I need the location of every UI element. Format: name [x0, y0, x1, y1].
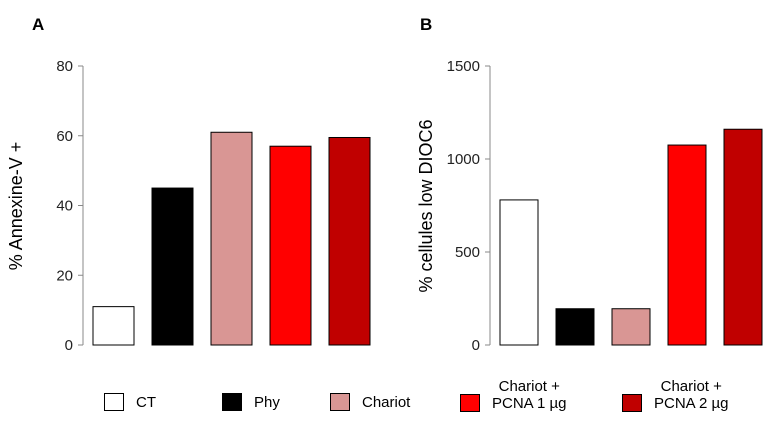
- panel-label-b: B: [420, 15, 433, 34]
- bar-b-3: [611, 308, 651, 346]
- legend-swatch-pcna-2: [622, 393, 642, 412]
- legend-label-phy: Phy: [254, 393, 280, 411]
- bar-a-3: [210, 131, 253, 346]
- y-tick-label-b: 1500: [447, 58, 480, 75]
- legend-item-pcna-2: Chariot + PCNA 2 µg: [622, 378, 729, 412]
- y-tick-label-b: 1000: [447, 151, 480, 168]
- legend-label-pcna-2-line2: PCNA 2 µg: [654, 395, 729, 412]
- panel-label-a: A: [32, 15, 45, 34]
- y-tick-label-a: 0: [65, 337, 73, 354]
- y-axis-label-a: % Annexine-V +: [6, 142, 26, 271]
- bar-b-2: [555, 308, 595, 346]
- y-tick-label-a: 60: [56, 128, 73, 145]
- bar-b-1: [499, 199, 539, 346]
- legend-item-chariot: Chariot: [330, 393, 410, 411]
- legend-label-chariot: Chariot: [362, 393, 411, 411]
- legend-label-pcna-1-line1: Chariot +: [498, 378, 560, 395]
- legend-swatch-ct: [104, 393, 124, 411]
- legend-swatch-pcna-1: [460, 393, 480, 412]
- y-tick-label-a: 20: [56, 267, 73, 284]
- y-tick-label-a: 80: [56, 58, 73, 75]
- bar-a-5: [328, 136, 371, 346]
- legend-swatch-chariot: [330, 393, 350, 411]
- legend-label-pcna-2-line1: Chariot +: [660, 378, 722, 395]
- bar-a-1: [92, 306, 135, 346]
- chart-legend: CT Phy Chariot Chariot + PCNA 1 µg Chari…: [0, 376, 766, 421]
- legend-label-ct: CT: [136, 393, 156, 411]
- legend-label-pcna-1-line2: PCNA 1 µg: [492, 395, 567, 412]
- y-tick-label-a: 40: [56, 198, 73, 215]
- bar-a-2: [151, 187, 194, 346]
- legend-label-pcna-1: Chariot + PCNA 1 µg: [492, 378, 567, 412]
- y-tick-label-b: 500: [455, 244, 480, 261]
- bar-b-4: [667, 144, 707, 346]
- y-tick-label-b: 0: [472, 337, 480, 354]
- legend-swatch-phy: [222, 393, 242, 411]
- bar-a-4: [269, 145, 312, 346]
- legend-item-phy: Phy: [222, 393, 280, 411]
- legend-item-ct: CT: [104, 393, 156, 411]
- bar-b-5: [723, 128, 763, 346]
- legend-item-pcna-1: Chariot + PCNA 1 µg: [460, 378, 567, 412]
- legend-label-pcna-2: Chariot + PCNA 2 µg: [654, 378, 729, 412]
- y-axis-label-b: % cellules low DIOC6: [416, 119, 436, 292]
